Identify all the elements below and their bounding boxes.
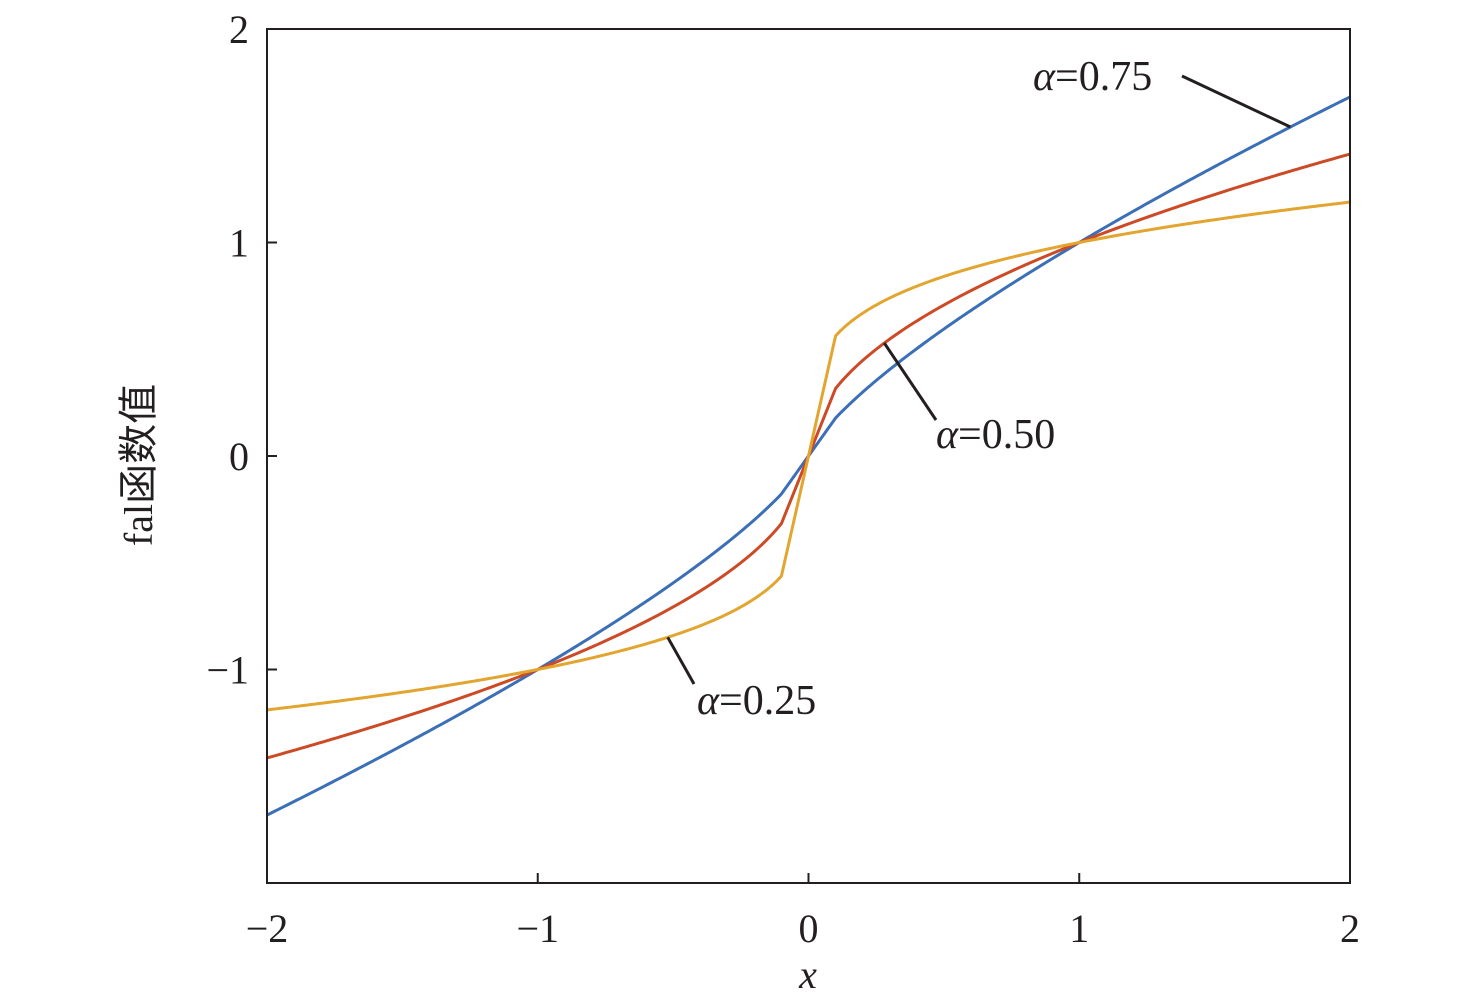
tick-labels: −2 −1 0 1 2 −1 0 1 2 <box>206 7 1360 951</box>
x-tick-label: 2 <box>1340 906 1360 951</box>
series-lines <box>266 95 1351 817</box>
annotation-symbol: α <box>936 412 959 458</box>
annotation-leader <box>1181 74 1292 129</box>
annotation-value: =0.50 <box>958 412 1055 458</box>
x-tick-label: −1 <box>516 906 559 951</box>
annotation-value: =0.75 <box>1055 54 1152 100</box>
series-annotations: α=0.75α=0.50α=0.25 <box>697 54 1152 724</box>
y-axis-title: fal函数值 <box>116 384 161 546</box>
y-tick-label: −1 <box>206 648 249 693</box>
annotation-leaders <box>666 74 1292 685</box>
annotation-symbol: α <box>697 678 720 724</box>
annotation-value: =0.25 <box>719 678 816 724</box>
annotation-leader <box>883 342 938 421</box>
series-annotation-label: α=0.50 <box>936 412 1055 458</box>
y-tick-label: 1 <box>229 221 249 266</box>
x-tick-label: −2 <box>246 906 289 951</box>
y-tick-label: 0 <box>229 434 249 479</box>
x-tick-label: 1 <box>1069 906 1089 951</box>
x-axis-title: x <box>798 952 817 997</box>
annotation-symbol: α <box>1033 54 1056 100</box>
y-tick-label: 2 <box>229 7 249 52</box>
series-annotation-label: α=0.25 <box>697 678 816 724</box>
axis-ticks <box>266 28 1351 883</box>
annotation-leader <box>666 636 696 685</box>
series-line-2 <box>266 200 1351 712</box>
x-tick-label: 0 <box>799 906 819 951</box>
series-annotation-label: α=0.75 <box>1033 54 1152 100</box>
